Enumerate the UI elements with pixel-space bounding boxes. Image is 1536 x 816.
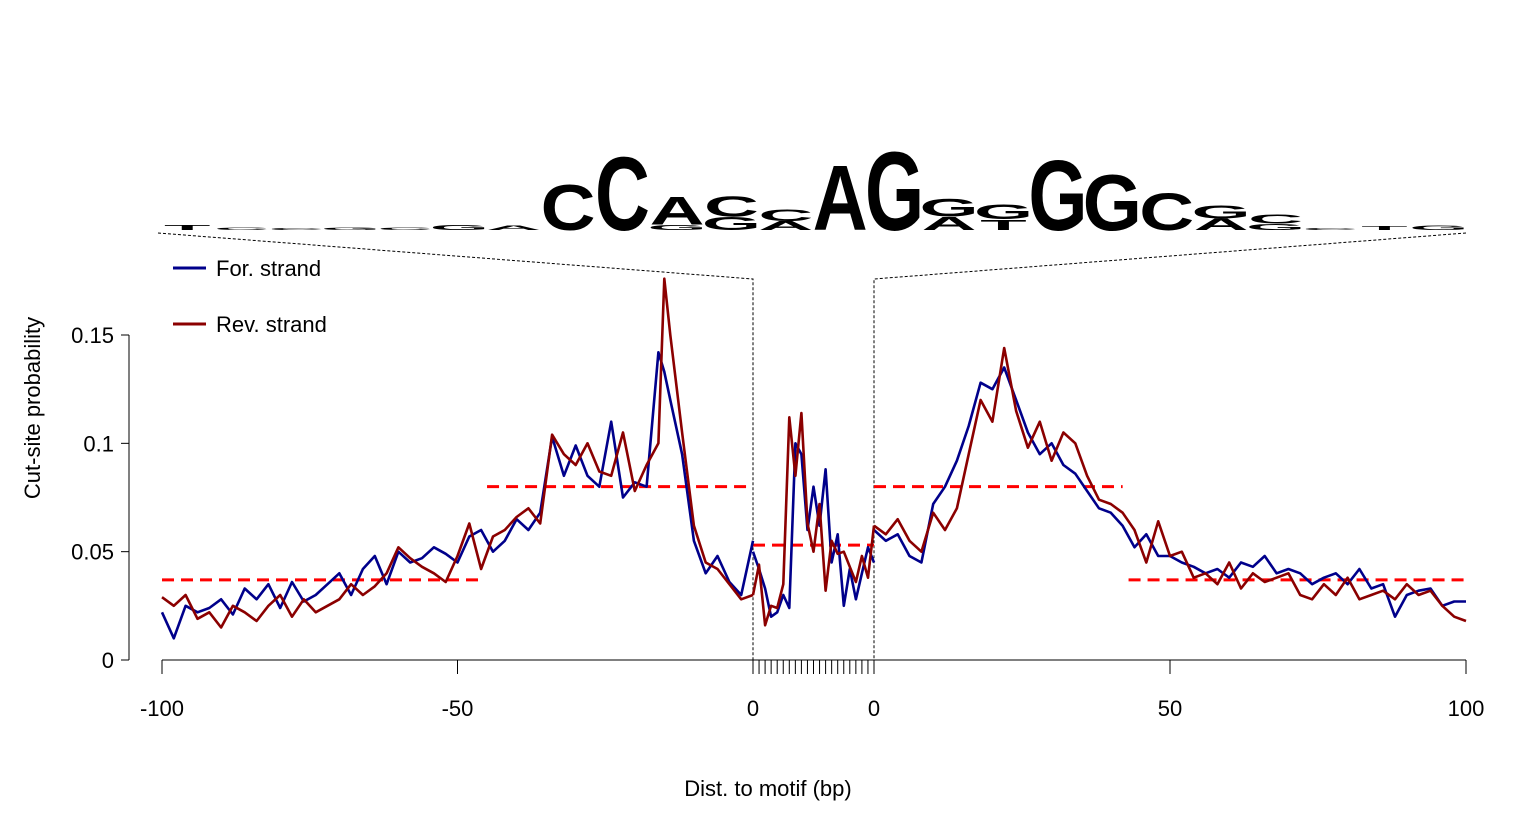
y-tick-label-2: 0.1 <box>83 431 114 456</box>
motif-letter-A: A <box>650 188 705 233</box>
series-forward-motif <box>751 441 876 619</box>
legend: For. strand Rev. strand <box>173 256 327 337</box>
motif-letter-G: G <box>647 223 706 231</box>
motif-letter-C: C <box>541 171 596 244</box>
motif-letter-G: G <box>321 227 380 231</box>
x-tick-label-right-0: 0 <box>868 696 880 721</box>
motif-letter-C: C <box>269 228 324 231</box>
motif-letter-A: A <box>758 219 813 233</box>
motif-letter-C: C <box>1248 212 1303 226</box>
series-lines <box>160 277 1467 640</box>
motif-letter-C: C <box>595 136 650 253</box>
motif-letter-G: G <box>919 194 978 222</box>
motif-letter-G: G <box>702 213 761 234</box>
motif-letter-C: C <box>1139 183 1194 242</box>
x-tick-label-right-1: 50 <box>1158 696 1182 721</box>
motif-letter-T: T <box>164 223 210 231</box>
motif-letter-C: C <box>214 227 269 231</box>
motif-letter-T: T <box>980 216 1026 233</box>
motif-letter-G: G <box>974 200 1033 224</box>
x-tick-label-right-2: 100 <box>1448 696 1485 721</box>
motif-letter-T: T <box>1361 226 1408 232</box>
legend-label-0: For. strand <box>216 256 321 281</box>
x-axis-title: Dist. to motif (bp) <box>684 776 851 801</box>
series-reverse-motif <box>751 411 876 627</box>
motif-letter-A: A <box>813 146 868 250</box>
series-forward-left <box>160 350 755 640</box>
y-tick-label-3: 0.15 <box>71 323 114 348</box>
legend-label-1: Rev. strand <box>216 312 327 337</box>
series-reverse-left <box>161 277 754 629</box>
y-axis-title: Cut-site probability <box>20 317 45 499</box>
motif-letter-C: C <box>758 206 813 224</box>
motif-letter-A: A <box>486 224 541 231</box>
motif-letter-C: C <box>704 191 759 223</box>
motif-letter-A: A <box>1194 215 1249 233</box>
x-tick-label-left-1: -50 <box>442 696 474 721</box>
motif-letter-C: C <box>377 227 432 231</box>
motif-letter-G: G <box>1192 201 1251 222</box>
motif-letter-G: G <box>1083 157 1142 247</box>
y-tick-label-0: 0 <box>102 648 114 673</box>
motif-connector-lines <box>157 232 1467 660</box>
y-tick-label-1: 0.05 <box>71 540 114 565</box>
connector-left <box>157 232 754 660</box>
motif-letter-C: C <box>1303 228 1358 231</box>
motif-letter-A: A <box>922 213 977 234</box>
axes: 0 0.05 0.1 0.15 -100 -50 0 0 50 100 <box>71 323 1484 721</box>
motif-letter-G: G <box>1409 224 1468 231</box>
x-tick-label-left-0: -100 <box>140 696 184 721</box>
motif-letter-G: G <box>1246 222 1305 232</box>
motif-letter-G: G <box>865 129 924 254</box>
motif-letter-G: G <box>430 223 489 231</box>
x-tick-label-left-2: 0 <box>747 696 759 721</box>
motif-letter-G: G <box>1028 140 1087 251</box>
series-reverse-right <box>873 346 1467 623</box>
